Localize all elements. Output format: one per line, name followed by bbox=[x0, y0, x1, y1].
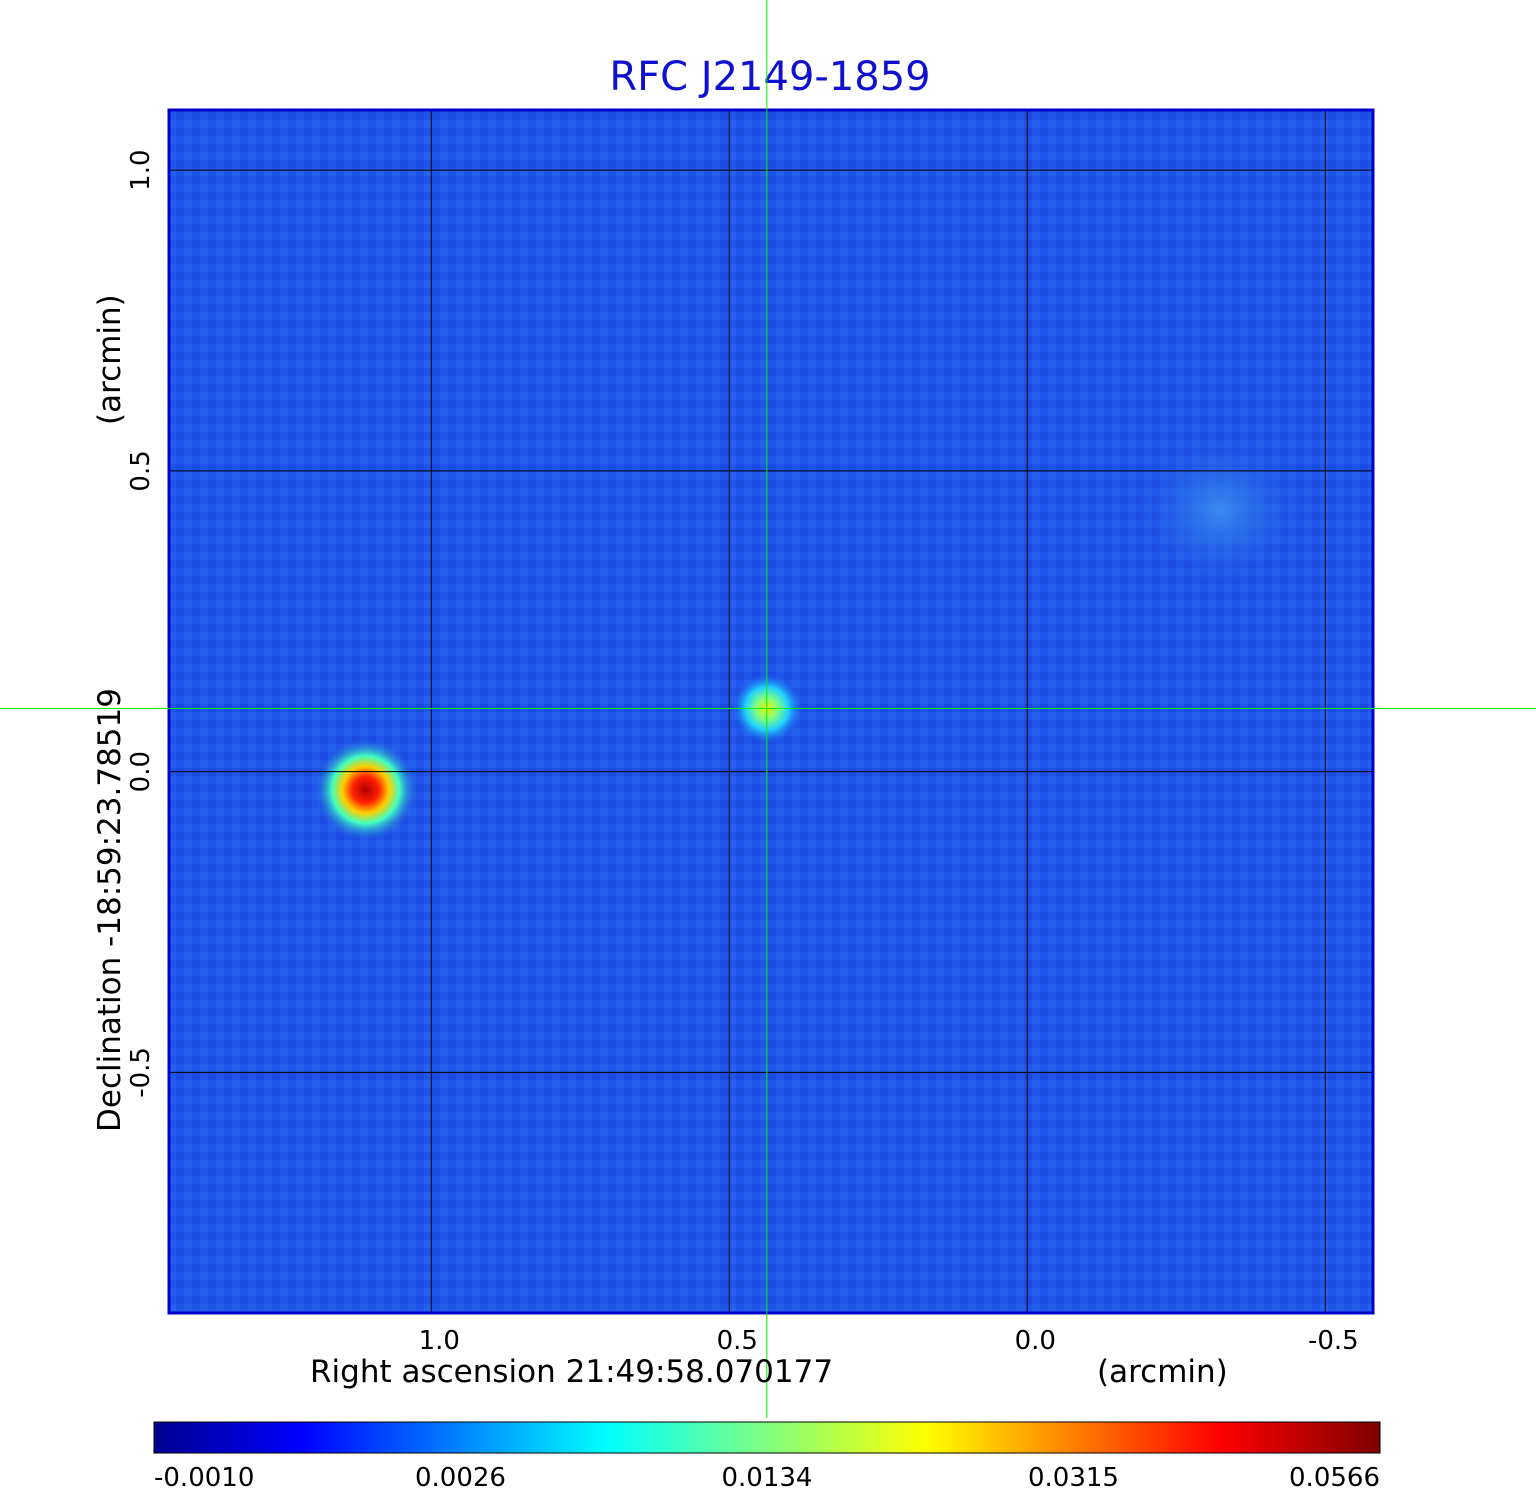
x-axis-unit: (arcmin) bbox=[1097, 1354, 1228, 1390]
x-axis-label: Right ascension 21:49:58.070177 bbox=[310, 1354, 833, 1390]
source-1 bbox=[313, 737, 418, 842]
y-tick-label: -0.5 bbox=[126, 1047, 156, 1098]
diffuse-emission bbox=[1130, 430, 1310, 590]
y-axis-unit: (arcmin) bbox=[92, 294, 128, 425]
colorbar-tick-label: 0.0315 bbox=[1028, 1463, 1119, 1493]
x-tick-label: 0.0 bbox=[1015, 1326, 1056, 1356]
y-axis-label: Declination -18:59:23.78519 bbox=[92, 688, 128, 1132]
colorbar-tick-label: 0.0566 bbox=[1289, 1463, 1380, 1493]
grid-lines bbox=[169, 110, 1373, 1313]
colorbar-tick-label: 0.0026 bbox=[415, 1463, 506, 1493]
chart-title: RFC J2149-1859 bbox=[609, 54, 930, 100]
x-tick-label: 0.5 bbox=[717, 1326, 758, 1356]
crosshair bbox=[0, 0, 1536, 1418]
colorbar-tick-label: -0.0010 bbox=[154, 1463, 254, 1493]
y-tick-label: 0.5 bbox=[126, 450, 156, 491]
colorbar bbox=[153, 1421, 1381, 1454]
x-tick-label: 1.0 bbox=[419, 1326, 460, 1356]
colorbar-tick-label: 0.0134 bbox=[722, 1463, 813, 1493]
plot-frame bbox=[167, 108, 1375, 1315]
y-tick-label: 0.0 bbox=[126, 751, 156, 792]
x-tick-labels: 1.0 0.5 0.0 -0.5 bbox=[419, 1326, 1359, 1356]
colorbar-tick-labels: -0.0010 0.0026 0.0134 0.0315 0.0566 bbox=[154, 1463, 1380, 1493]
y-tick-label: 1.0 bbox=[126, 149, 156, 190]
x-tick-label: -0.5 bbox=[1308, 1326, 1359, 1356]
y-tick-labels: 1.0 0.5 0.0 -0.5 bbox=[126, 149, 156, 1097]
